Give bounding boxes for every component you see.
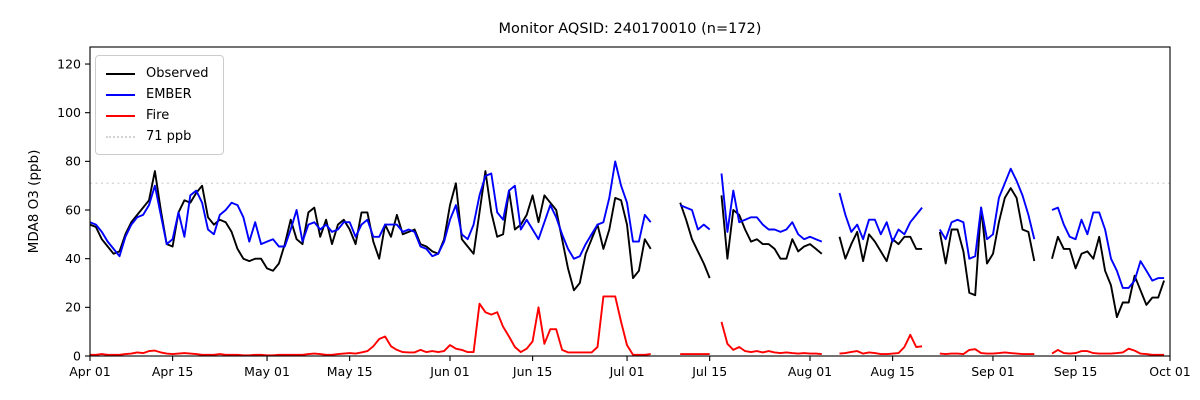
plot-area: Apr 01 Apr 15 May 01 May 15 Jun 01 Jun 15 Jul … (57, 46, 1191, 379)
x-tick-label: May 15 (327, 364, 373, 379)
legend-label-observed: Observed (146, 66, 209, 81)
threshold-line-icon (106, 135, 135, 138)
legend-label-fire: Fire (146, 108, 170, 123)
series-observed-line (89, 170, 1165, 319)
y-tick-label: 20 (65, 300, 81, 315)
legend: Observed EMBER Fire 71 ppb (95, 55, 224, 155)
observed-line-icon (106, 72, 135, 75)
legend-item-threshold: 71 ppb (106, 126, 209, 147)
x-tick-label: Jun 15 (512, 364, 552, 379)
x-tick-label: Aug 15 (870, 364, 914, 379)
x-tick-label: Oct 01 (1149, 364, 1191, 379)
legend-item-fire: Fire (106, 105, 209, 126)
series-ember-line (89, 160, 1165, 289)
legend-item-ember: EMBER (106, 84, 209, 105)
legend-label-threshold: 71 ppb (146, 129, 192, 144)
fire-line-icon (106, 114, 135, 117)
x-tick-label: Jul 15 (691, 364, 727, 379)
x-tick-label: Sep 15 (1054, 364, 1097, 379)
y-tick-label: 0 (73, 348, 81, 363)
legend-label-ember: EMBER (146, 87, 192, 102)
series-fire-line (90, 295, 1165, 357)
y-tick-label: 80 (65, 154, 81, 169)
y-tick-label: 60 (65, 202, 81, 217)
ember-line-icon (106, 93, 135, 96)
y-tick-label: 120 (57, 56, 81, 71)
y-tick-label: 40 (65, 251, 81, 266)
x-tick-label: Jun 01 (429, 364, 469, 379)
x-tick-label: May 01 (244, 364, 290, 379)
x-tick-label: Sep 01 (971, 364, 1014, 379)
y-tick-label: 100 (57, 105, 81, 120)
legend-item-observed: Observed (106, 63, 209, 84)
x-tick-label: Apr 15 (152, 364, 194, 379)
y-axis-label: MDA8 O3 (ppb) (26, 150, 42, 254)
x-tick-label: Jul 01 (609, 364, 645, 379)
chart-title: Monitor AQSID: 240170010 (n=172) (499, 21, 762, 37)
x-tick-label: Apr 01 (69, 364, 111, 379)
plot-border (89, 46, 1171, 357)
x-tick-label: Aug 01 (788, 364, 832, 379)
